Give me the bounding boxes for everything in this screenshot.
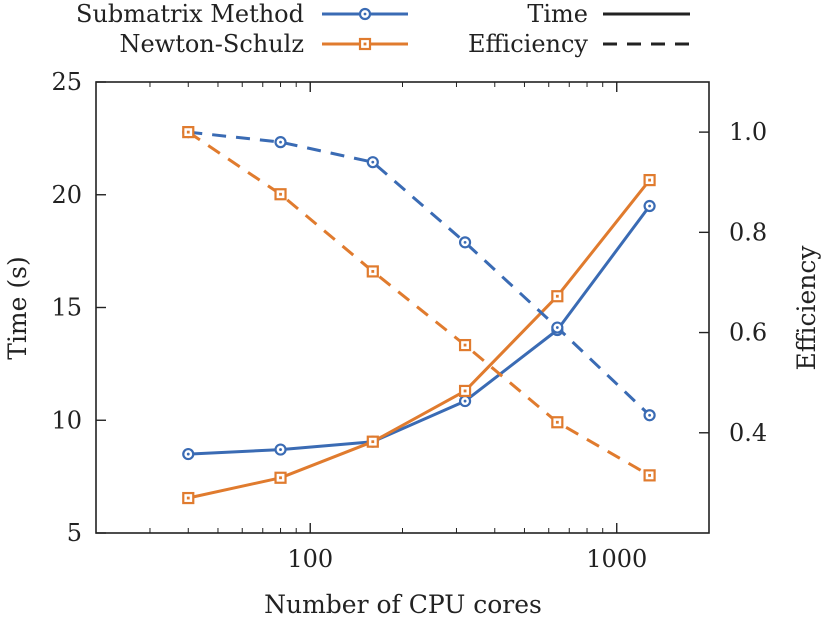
- x-tick-label: 1000: [586, 545, 647, 573]
- point-submatrix-method-time-dot: [463, 399, 467, 403]
- point-newton-schulz-efficiency-dot: [279, 192, 282, 196]
- series-line-newton-schulz-efficiency: [187, 130, 651, 477]
- series-line-submatrix-method-time: [188, 205, 651, 456]
- point-submatrix-method-time-dot: [279, 448, 282, 451]
- y-tick-label: 5: [67, 519, 82, 547]
- y-axis-right: 0.4 0.6 0.8 1.0: [699, 118, 767, 447]
- legend-marker-circle-dot: [363, 12, 367, 16]
- point-submatrix-method-efficiency-dot: [555, 326, 559, 329]
- legend-swatches: [322, 7, 690, 51]
- y2-axis-label: Efficiency: [792, 245, 821, 371]
- x-tick-label: 100: [287, 545, 333, 573]
- y-tick-label: 10: [51, 406, 82, 434]
- point-newton-schulz-efficiency-dot: [555, 420, 559, 424]
- series-submatrix-method-efficiency: [182, 126, 656, 422]
- y2-tick-label: 0.6: [729, 319, 767, 347]
- legend-label-submatrix: Submatrix Method: [76, 0, 304, 28]
- point-newton-schulz-time-dot: [463, 389, 467, 393]
- point-newton-schulz-efficiency-dot: [371, 270, 375, 273]
- point-newton-schulz-efficiency-dot: [186, 130, 190, 134]
- point-newton-schulz-efficiency-dot: [648, 473, 651, 477]
- point-submatrix-method-efficiency-dot: [463, 240, 467, 244]
- point-newton-schulz-time-dot: [371, 440, 375, 444]
- y-tick-label: 15: [51, 294, 82, 322]
- legend-label-time: Time: [527, 0, 588, 28]
- y2-tick-label: 0.8: [729, 218, 767, 246]
- minor-ticks: [149, 82, 604, 533]
- series-line-submatrix-method-efficiency: [188, 130, 651, 417]
- y-axis-label: Time (s): [3, 256, 32, 359]
- point-newton-schulz-time-dot: [186, 496, 190, 500]
- point-newton-schulz-time-dot: [648, 178, 651, 182]
- point-submatrix-method-time-dot: [186, 452, 190, 456]
- legend-label-efficiency: Efficiency: [468, 30, 588, 58]
- series-layer: [182, 126, 656, 505]
- y2-tick-label: 1.0: [729, 118, 767, 146]
- x-axis: 100 1000: [287, 82, 647, 573]
- point-submatrix-method-efficiency-dot: [648, 413, 651, 417]
- legend: Submatrix Method Newton-Schulz Time Effi…: [76, 0, 690, 58]
- x-axis-label: Number of CPU cores: [264, 590, 542, 617]
- plot-frame: [95, 81, 710, 534]
- point-newton-schulz-efficiency-dot: [463, 343, 467, 347]
- y-tick-label: 25: [51, 68, 82, 96]
- series-line-newton-schulz-time: [187, 179, 651, 500]
- point-submatrix-method-time-dot: [648, 204, 651, 208]
- point-submatrix-method-efficiency-dot: [279, 140, 282, 144]
- point-newton-schulz-time-dot: [555, 294, 559, 298]
- series-newton-schulz-time: [182, 173, 656, 505]
- legend-marker-square-dot: [363, 42, 367, 46]
- y-axis-left: 5 10 15 20 25: [51, 68, 106, 547]
- y2-tick-label: 0.4: [729, 419, 767, 447]
- point-newton-schulz-time-dot: [279, 476, 282, 480]
- point-submatrix-method-efficiency-dot: [371, 160, 375, 164]
- series-newton-schulz-efficiency: [182, 126, 656, 482]
- y-tick-label: 20: [51, 181, 82, 209]
- series-submatrix-method-time: [182, 199, 656, 461]
- legend-label-newton-schulz: Newton-Schulz: [119, 30, 304, 58]
